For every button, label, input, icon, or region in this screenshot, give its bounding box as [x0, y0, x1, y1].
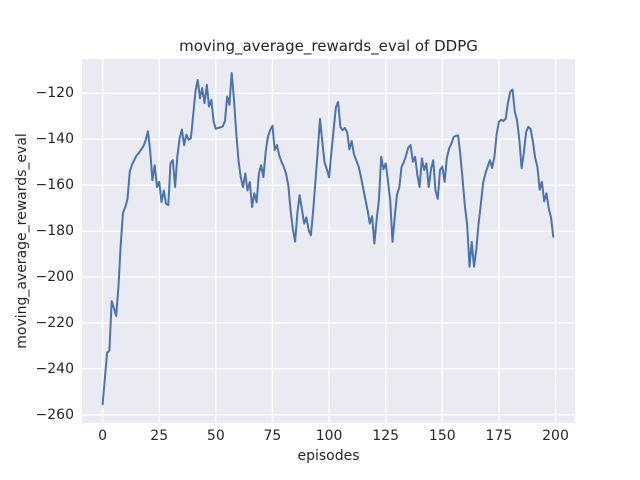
y-tick-label: −140	[35, 131, 74, 148]
x-tick-label: 100	[315, 428, 343, 444]
data-line-series	[101, 72, 555, 406]
x-tick-label: 50	[206, 428, 225, 444]
x-tick-label: 150	[428, 428, 456, 444]
x-tick-label: 175	[485, 428, 513, 444]
x-tick-label: 200	[542, 428, 569, 444]
x-tick-label: 75	[263, 428, 282, 444]
y-tick-label: −160	[35, 177, 74, 194]
y-tick-label: −180	[35, 223, 74, 240]
y-tick-label: −220	[35, 314, 74, 331]
plot-area	[82, 59, 575, 423]
x-tick-label: 125	[372, 428, 400, 444]
y-tick-label: −240	[35, 360, 74, 377]
chart-title: moving_average_rewards_eval of DDPG	[179, 37, 478, 55]
line-chart-svg	[82, 59, 575, 423]
x-tick-label: 25	[150, 428, 169, 444]
x-axis-label: episodes	[297, 448, 360, 464]
y-tick-label: −120	[35, 85, 74, 102]
y-tick-label: −200	[35, 269, 74, 286]
x-tick-label: 0	[98, 428, 108, 444]
y-tick-label: −260	[35, 406, 74, 423]
